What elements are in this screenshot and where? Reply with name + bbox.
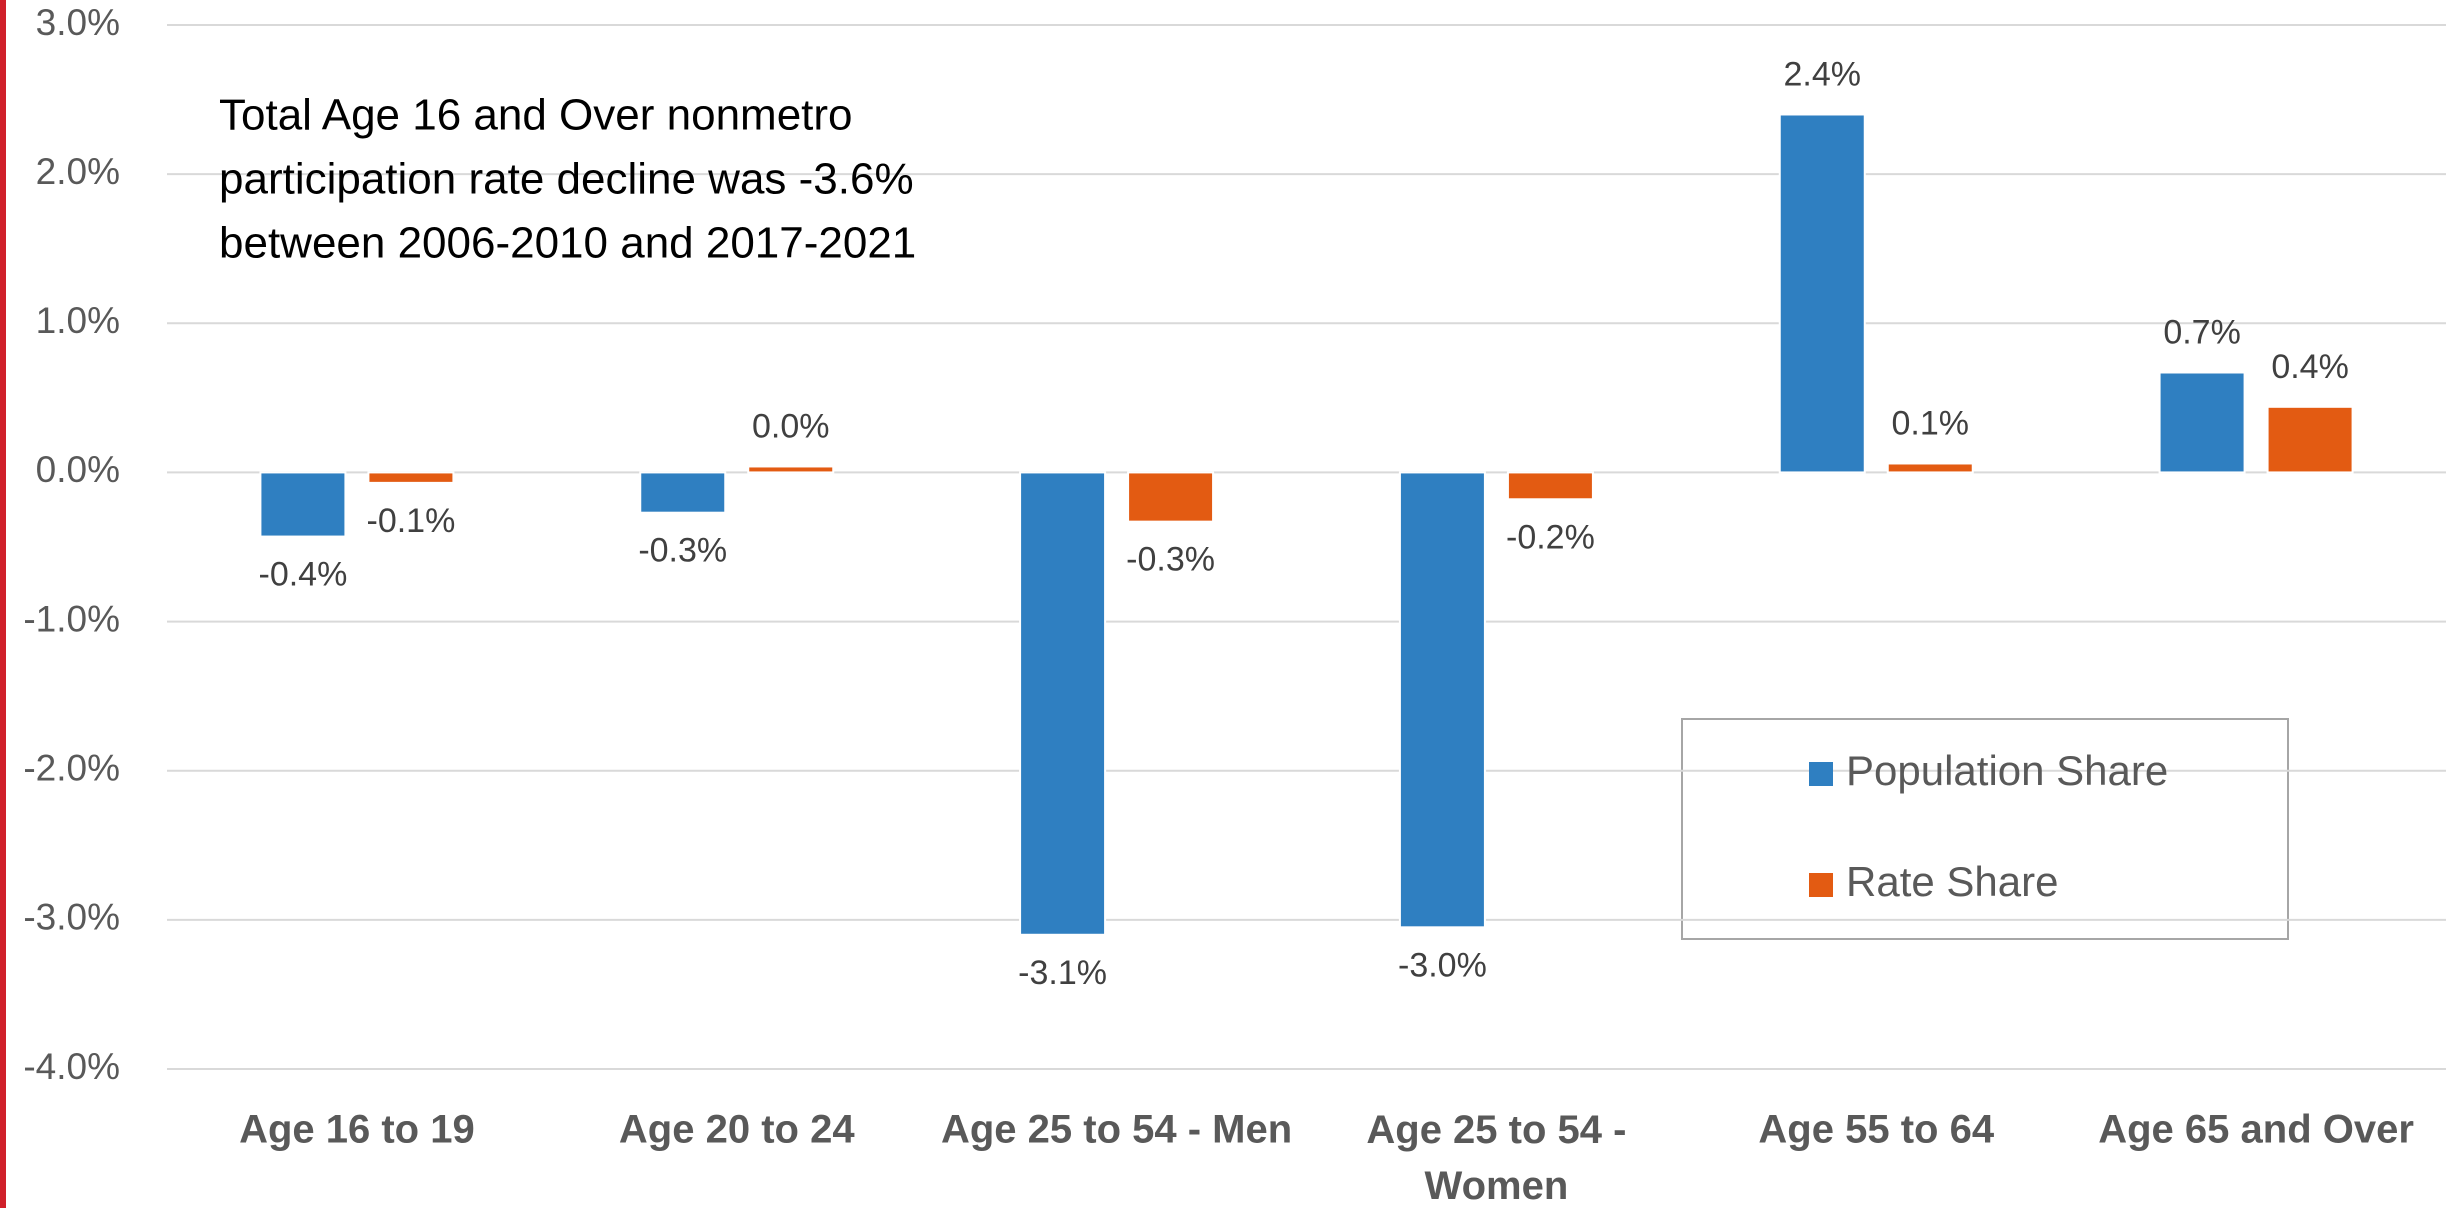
legend-swatch (1809, 873, 1833, 897)
data-label: -3.1% (1018, 954, 1107, 992)
data-label: -0.1% (367, 502, 456, 540)
data-label: 2.4% (1784, 55, 1862, 93)
data-label: 0.1% (1892, 404, 1970, 442)
y-tick-label: 3.0% (36, 2, 120, 43)
data-label: -0.3% (638, 532, 727, 570)
bar (1778, 113, 1866, 474)
data-label: -0.2% (1506, 518, 1595, 556)
bar (1398, 471, 1486, 929)
x-tick-label: Age 55 to 64 (1758, 1108, 1994, 1152)
x-tick-label: Age 16 to 19 (239, 1108, 475, 1152)
bar (1127, 471, 1215, 523)
y-tick-label: 2.0% (36, 151, 120, 192)
bar (2266, 405, 2354, 474)
data-label: 0.7% (2163, 313, 2241, 351)
data-label: -3.0% (1398, 946, 1487, 984)
x-tick-label: Age 20 to 24 (619, 1108, 855, 1152)
annotation: participation rate decline was -3.6% (219, 155, 914, 204)
bar (639, 471, 727, 514)
x-tick-label: Age 65 and Over (2098, 1108, 2414, 1152)
bar (747, 465, 835, 474)
legend-label: Rate Share (1846, 858, 2058, 905)
y-tick-label: 1.0% (36, 300, 120, 341)
y-tick-label: -1.0% (23, 598, 120, 639)
data-label: -0.4% (259, 556, 348, 594)
y-tick-label: -2.0% (23, 747, 120, 788)
y-tick-label: -3.0% (23, 897, 120, 938)
legend-label: Population Share (1846, 747, 2168, 794)
annotation: between 2006-2010 and 2017-2021 (219, 219, 916, 268)
edge-bar (0, 0, 6, 1208)
bar (1506, 471, 1594, 501)
data-label: 0.0% (752, 407, 830, 445)
x-tick-label: Age 25 to 54 -Women (1366, 1108, 1626, 1208)
legend-swatch (1809, 762, 1833, 786)
y-tick-label: -4.0% (23, 1046, 120, 1087)
data-label: 0.4% (2271, 348, 2349, 386)
legend-box (1681, 718, 2289, 940)
bar (1019, 471, 1107, 936)
bar (1886, 462, 1974, 474)
bar (367, 471, 455, 484)
bar (2158, 371, 2246, 474)
data-label: -0.3% (1126, 541, 1215, 579)
annotation: Total Age 16 and Over nonmetro (219, 91, 853, 140)
y-tick-label: 0.0% (36, 449, 120, 490)
x-tick-label: Age 25 to 54 - Men (941, 1108, 1292, 1152)
bar (259, 471, 347, 538)
